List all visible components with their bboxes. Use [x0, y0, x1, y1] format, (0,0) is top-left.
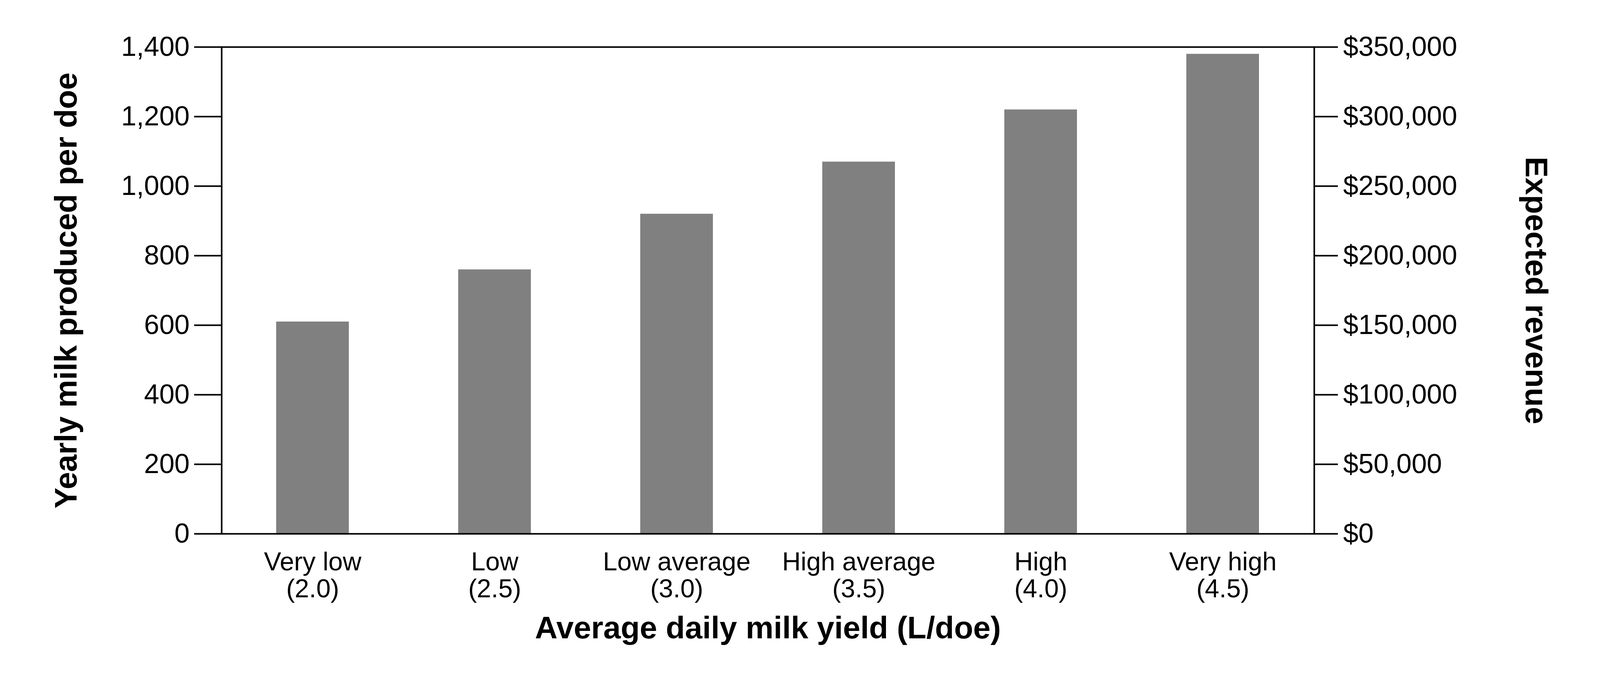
svg-text:0: 0 [174, 517, 190, 549]
svg-text:800: 800 [144, 239, 190, 271]
svg-text:1,400: 1,400 [121, 31, 190, 62]
svg-text:Low(2.5): Low(2.5) [468, 546, 522, 603]
svg-text:$150,000: $150,000 [1343, 309, 1458, 340]
svg-text:$100,000: $100,000 [1343, 378, 1458, 410]
svg-text:High average(3.5): High average(3.5) [782, 546, 936, 603]
svg-text:$0: $0 [1343, 517, 1374, 549]
svg-text:$200,000: $200,000 [1343, 239, 1458, 271]
svg-text:High(4.0): High(4.0) [1014, 546, 1068, 603]
svg-text:Average daily milk yield (L/do: Average daily milk yield (L/doe) [535, 610, 1002, 645]
svg-text:400: 400 [144, 378, 190, 410]
svg-text:Expected revenue: Expected revenue [1519, 156, 1554, 425]
svg-text:200: 200 [144, 448, 190, 479]
svg-text:Very low(2.0): Very low(2.0) [264, 546, 362, 603]
svg-text:600: 600 [144, 309, 190, 340]
svg-text:1,000: 1,000 [121, 170, 190, 201]
svg-text:$350,000: $350,000 [1343, 31, 1458, 62]
svg-text:Very high(4.5): Very high(4.5) [1169, 546, 1277, 603]
svg-text:1,200: 1,200 [121, 100, 190, 132]
svg-text:$300,000: $300,000 [1343, 100, 1458, 132]
svg-text:Yearly milk produced per doe: Yearly milk produced per doe [48, 72, 84, 509]
svg-text:$50,000: $50,000 [1343, 448, 1443, 479]
svg-text:Low average(3.0): Low average(3.0) [603, 546, 751, 603]
svg-text:$250,000: $250,000 [1343, 170, 1458, 201]
